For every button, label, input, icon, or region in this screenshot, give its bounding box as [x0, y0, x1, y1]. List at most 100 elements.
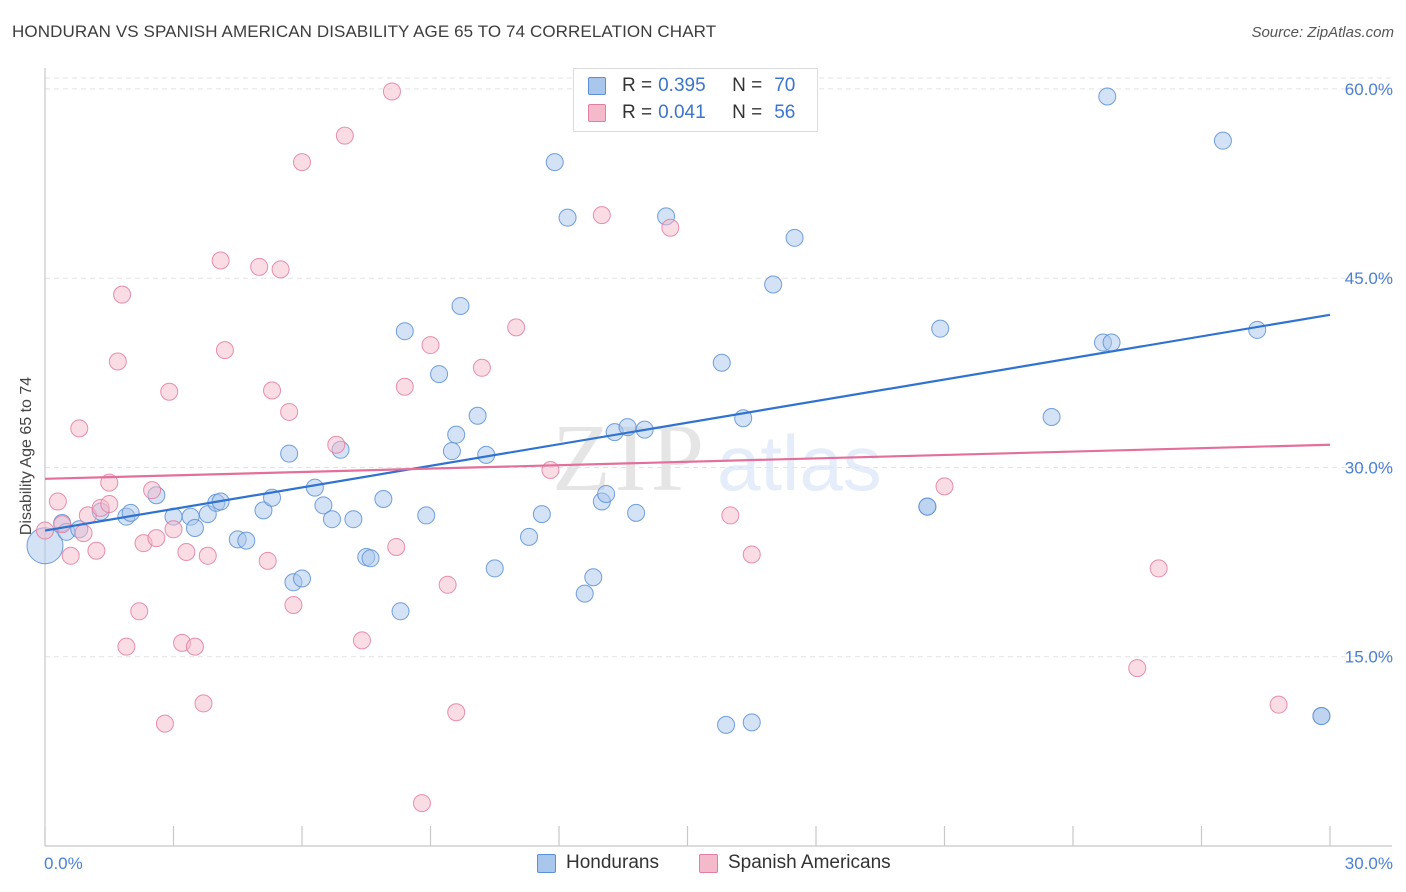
- honduran-point: [430, 365, 449, 384]
- honduran-point: [254, 501, 273, 520]
- x-tick-label: 30.0%: [1345, 854, 1393, 873]
- honduran-point: [918, 497, 937, 516]
- honduran-point: [451, 296, 470, 315]
- watermark-atlas: atlas: [717, 419, 882, 507]
- spanish-american-point: [250, 257, 269, 276]
- honduran-point: [785, 228, 804, 247]
- spanish-american-point: [935, 477, 954, 496]
- honduran-point: [121, 503, 140, 522]
- n-label: N =: [732, 102, 763, 123]
- honduran-point: [1042, 407, 1061, 426]
- spanish-american-point: [61, 546, 80, 565]
- honduran-point: [322, 510, 341, 529]
- honduran-point: [468, 406, 487, 425]
- legend-item-spanish-americans[interactable]: Spanish Americans: [699, 852, 891, 874]
- spanish-americans-r-value: 0.041: [658, 102, 706, 123]
- honduran-point: [931, 319, 950, 338]
- honduran-point: [1102, 333, 1121, 352]
- spanish-american-point: [177, 543, 196, 562]
- honduran-point: [374, 490, 393, 509]
- honduran-point: [584, 568, 603, 587]
- spanish-american-point: [194, 694, 213, 713]
- spanish-american-point: [143, 481, 162, 500]
- spanish-american-point: [721, 506, 740, 525]
- spanish-american-point: [661, 218, 680, 237]
- spanish-americans-n-value: 56: [774, 102, 796, 123]
- spanish-american-point: [1269, 695, 1288, 714]
- legend-label-hondurans: Hondurans: [566, 852, 659, 873]
- spanish-american-point: [48, 492, 67, 511]
- honduran-point: [575, 584, 594, 603]
- tick-labels: 15.0% 30.0% 45.0% 60.0% 0.0% 30.0%: [44, 80, 1393, 873]
- spanish-american-point: [117, 637, 136, 656]
- honduran-point: [447, 425, 466, 444]
- spanish-american-point: [215, 341, 234, 360]
- honduran-point: [314, 496, 333, 515]
- spanish-american-point: [198, 546, 217, 565]
- spanish-american-point: [87, 541, 106, 560]
- legend-item-hondurans[interactable]: Hondurans: [537, 852, 659, 874]
- trend-lines: [44, 313, 1331, 532]
- honduran-point: [742, 713, 761, 732]
- honduran-point: [280, 444, 299, 463]
- honduran-point: [485, 559, 504, 578]
- stats-row-spanish-americans: R = 0.041 N = 56: [588, 101, 795, 125]
- spanish-american-point: [1149, 559, 1168, 578]
- spanish-american-point: [472, 358, 491, 377]
- honduran-point: [1098, 87, 1117, 106]
- honduran-point: [344, 510, 363, 529]
- honduran-point: [558, 208, 577, 227]
- hondurans-r-value: 0.395: [658, 75, 706, 96]
- r-label: R =: [622, 75, 653, 96]
- honduran-point: [627, 503, 646, 522]
- honduran-point: [417, 506, 436, 525]
- honduran-point: [532, 505, 551, 524]
- hondurans-n-value: 70: [774, 75, 796, 96]
- spanish-american-point: [164, 520, 183, 539]
- n-label: N =: [732, 75, 763, 96]
- spanish-american-point: [421, 336, 440, 355]
- spanish-american-point: [263, 381, 282, 400]
- spanish-american-point: [412, 794, 431, 813]
- spanish-american-point: [155, 714, 174, 733]
- spanish-american-point: [438, 575, 457, 594]
- spanish-american-point: [352, 631, 371, 650]
- source-credit: Source: ZipAtlas.com: [1251, 24, 1394, 41]
- spanish-american-point: [395, 377, 414, 396]
- honduran-point: [185, 519, 204, 538]
- honduran-point: [1248, 320, 1267, 339]
- spanish-americans-trend-line: [44, 443, 1331, 480]
- spanish-americans-legend-swatch: [699, 853, 718, 873]
- spanish-american-point: [100, 495, 119, 514]
- honduran-point: [545, 153, 564, 172]
- legend-label-spanish-americans: Spanish Americans: [728, 852, 891, 873]
- spanish-american-point: [335, 126, 354, 145]
- honduran-point: [712, 353, 731, 372]
- spanish-american-point: [100, 473, 119, 492]
- spanish-american-point: [74, 524, 93, 543]
- honduran-point: [305, 478, 324, 497]
- honduran-point: [1213, 131, 1232, 150]
- stats-legend: R = 0.395 N = 70 R = 0.041 N = 56: [573, 68, 818, 132]
- hondurans-swatch: [588, 77, 606, 95]
- spanish-american-point: [53, 515, 72, 534]
- spanish-american-point: [742, 545, 761, 564]
- x-tick-label: 0.0%: [44, 854, 83, 873]
- spanish-american-point: [70, 419, 89, 438]
- series-legend: Hondurans Spanish Americans: [0, 850, 1406, 878]
- spanish-american-point: [130, 602, 149, 621]
- honduran-point: [237, 531, 256, 550]
- honduran-point: [764, 275, 783, 294]
- r-label: R =: [622, 102, 653, 123]
- honduran-point: [1312, 707, 1331, 726]
- spanish-american-point: [280, 402, 299, 421]
- y-tick-label: 60.0%: [1345, 80, 1393, 99]
- stats-row-hondurans: R = 0.395 N = 70: [588, 74, 795, 98]
- honduran-point: [717, 715, 736, 734]
- spanish-american-point: [160, 382, 179, 401]
- spanish-american-point: [108, 352, 127, 371]
- spanish-american-point: [258, 551, 277, 570]
- hondurans-trend-line: [44, 313, 1331, 532]
- spanish-american-point: [284, 595, 303, 614]
